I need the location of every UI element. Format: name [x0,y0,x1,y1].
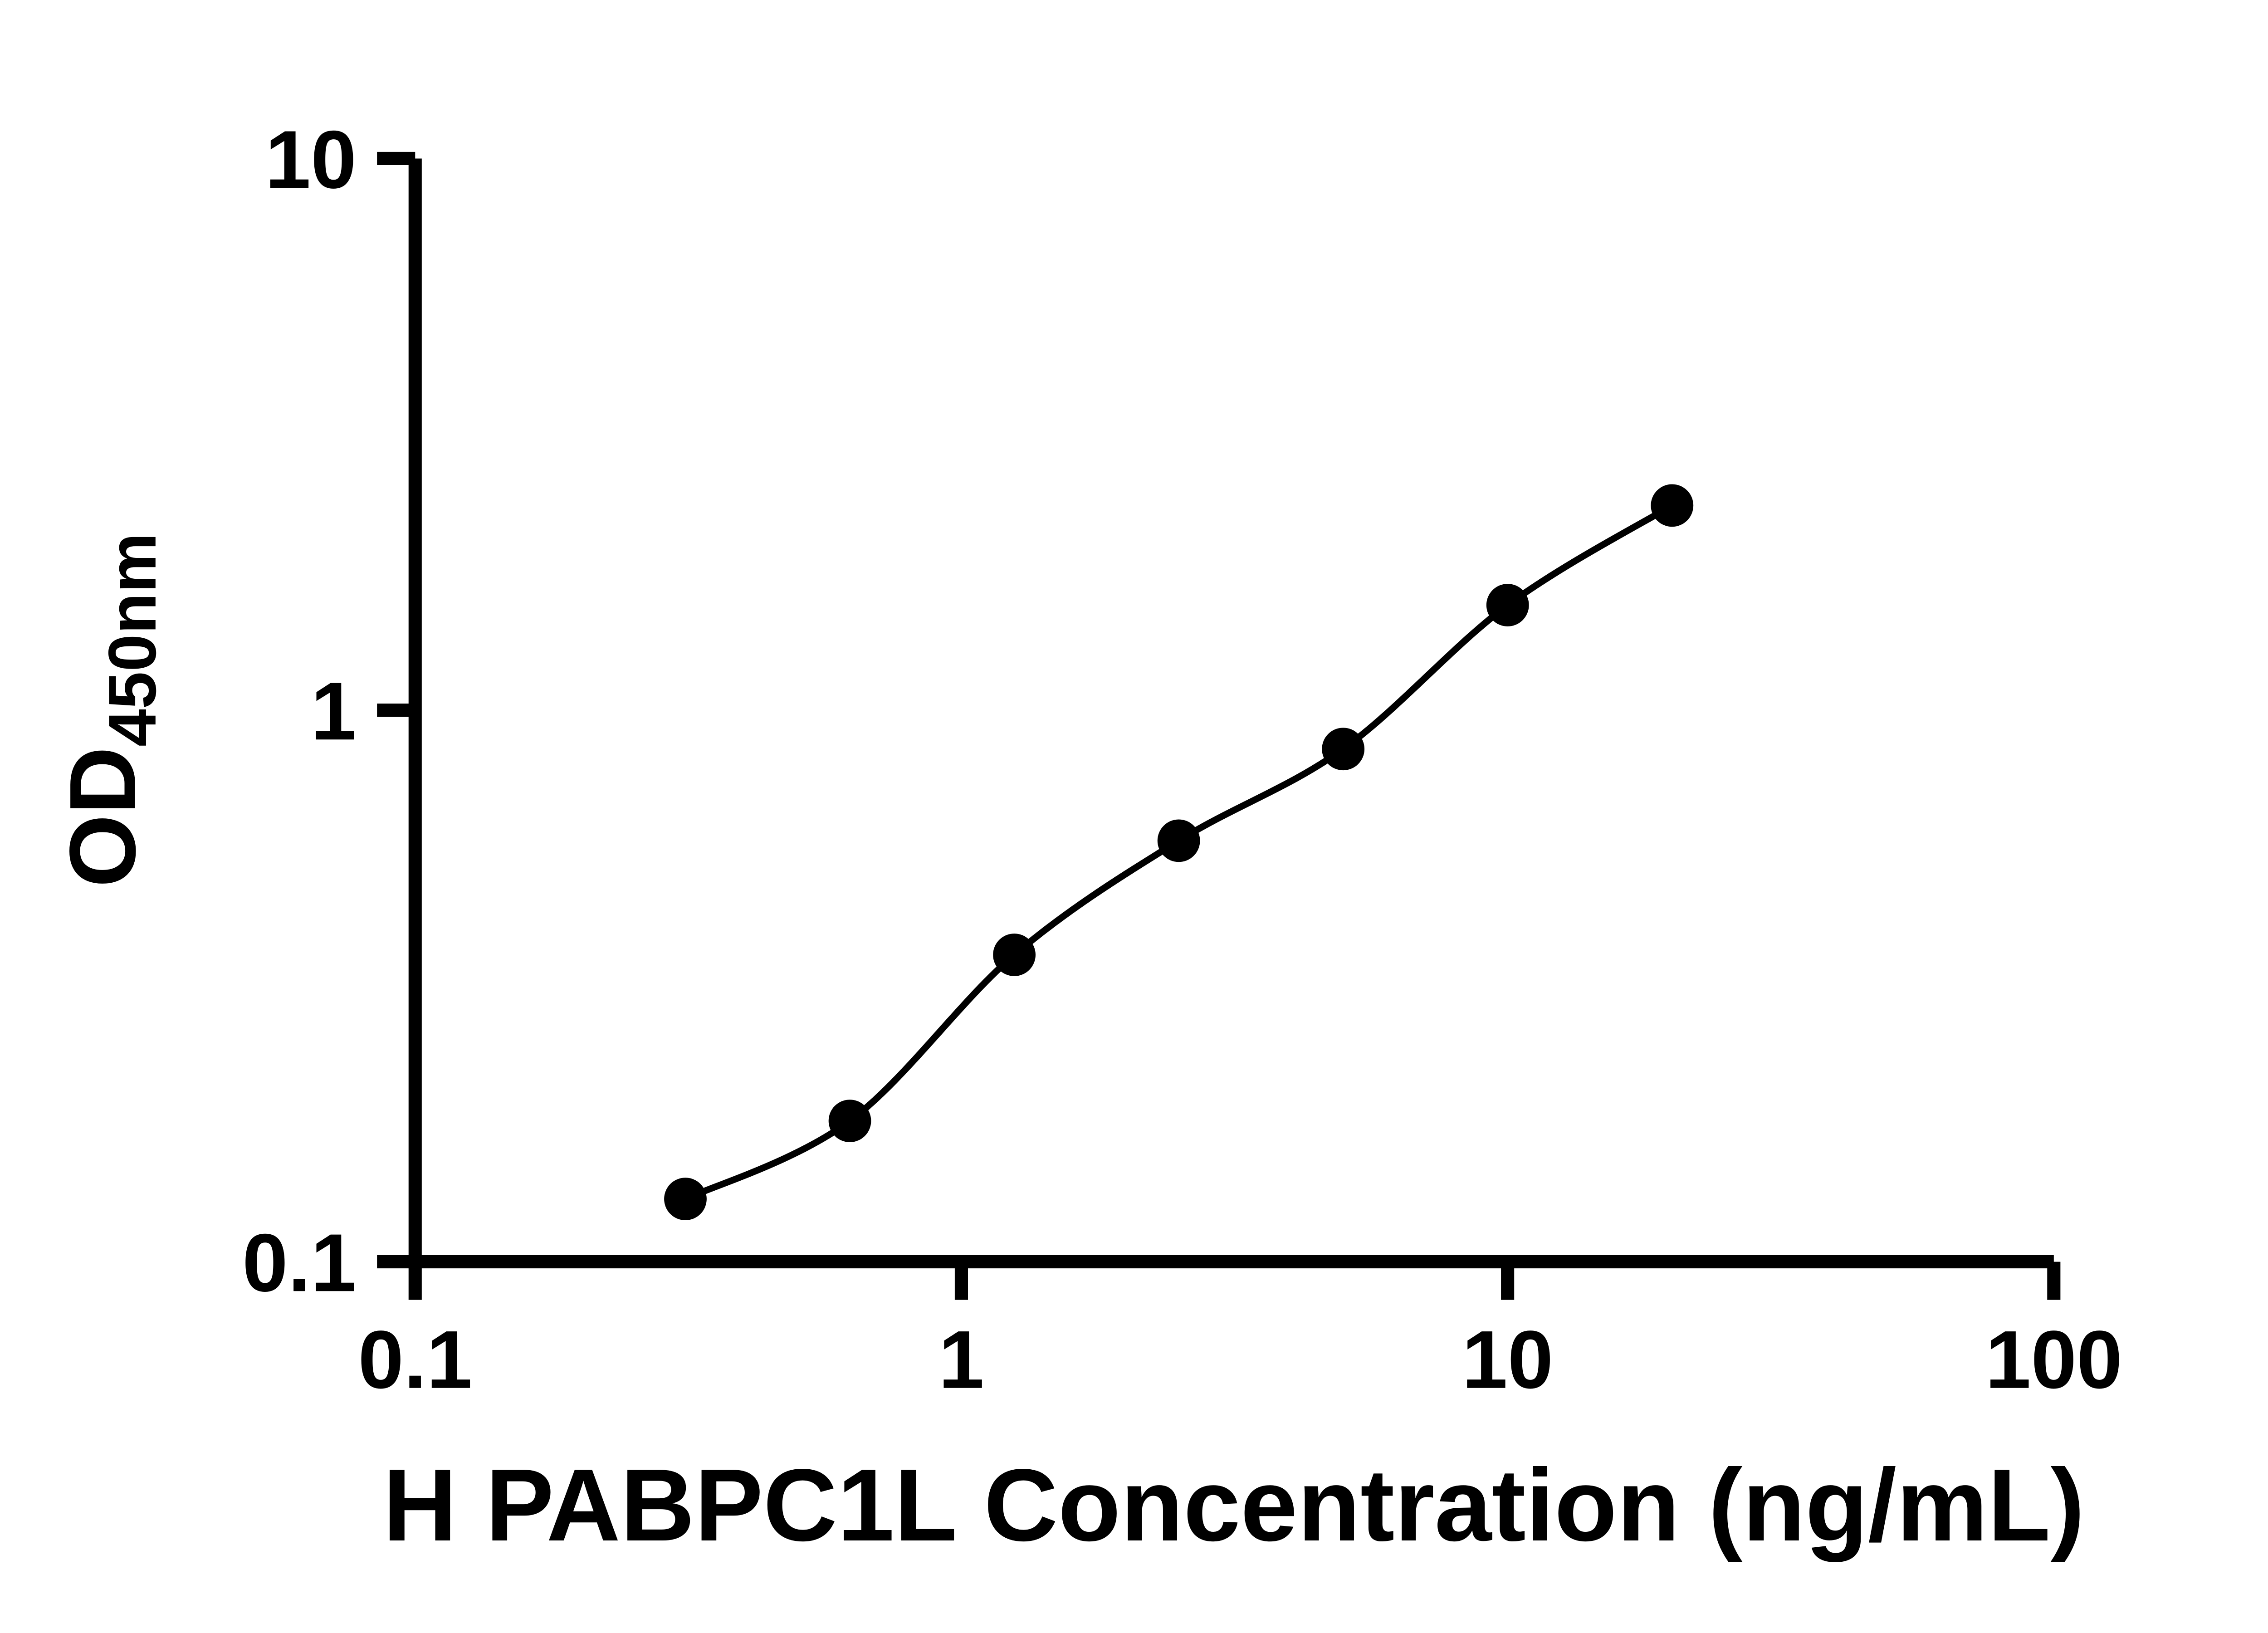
data-point [1651,484,1694,527]
x-axis-title: H PABPC1L Concentration (ng/mL) [383,1447,2085,1562]
data-points [664,484,1694,1221]
y-axis-title: OD450nm [50,533,170,888]
x-tick-label: 10 [1462,1314,1553,1406]
axis-ticks [377,152,2061,1300]
x-tick-label: 100 [1985,1314,2122,1406]
y-axis-title-main: OD [50,747,155,887]
y-axis-title-subscript: 450nm [94,533,170,747]
data-point [993,934,1036,976]
data-point [1157,819,1200,862]
y-tick-label: 0.1 [242,1217,357,1309]
y-tick-labels: 0.1 1 10 [242,114,357,1309]
x-tick-label: 1 [938,1314,984,1406]
data-point [828,1100,871,1142]
data-point [1486,584,1529,626]
x-tick-label: 0.1 [358,1314,472,1406]
y-tick-label: 1 [311,665,357,757]
data-point [664,1178,707,1221]
data-point [1322,728,1365,771]
y-tick-label: 10 [265,114,356,205]
x-tick-labels: 0.1 1 10 100 [358,1314,2122,1406]
